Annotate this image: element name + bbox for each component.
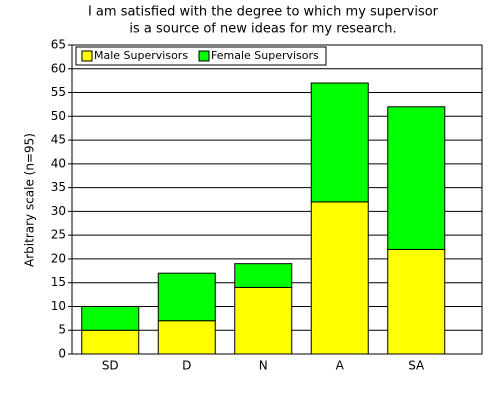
y-tick-label: 55 [51,85,66,99]
legend-label: Male Supervisors [94,49,188,62]
y-tick-label: 50 [51,109,66,123]
x-tick-label: A [336,359,345,373]
y-tick-label: 20 [51,251,66,265]
bar-segment [234,263,293,288]
y-tick-label: 0 [58,347,66,361]
y-tick-label: 25 [51,228,66,242]
legend-label: Female Supervisors [211,49,319,62]
bar-segment [157,320,216,355]
bar-segment [234,286,293,355]
y-tick-label: 15 [51,275,66,289]
y-tick-label: 30 [51,204,66,218]
y-tick-label: 10 [51,299,66,313]
bar-segment [81,305,140,331]
bar-segment [310,201,369,355]
y-axis-label: Arbitrary scale (n=95) [23,133,37,267]
bar-segment [157,272,216,322]
x-tick-label: D [182,359,191,373]
y-tick-label: 65 [51,38,66,52]
bar-segment [310,82,369,203]
bar-segment [81,329,140,355]
plot-frame [71,44,483,355]
legend-swatch [198,50,210,62]
y-tick-label: 5 [58,323,66,337]
chart-title: is a source of new ideas for my research… [129,22,396,37]
y-tick-label: 60 [51,61,66,75]
x-tick-label: N [259,359,268,373]
legend-swatch [81,50,93,62]
y-tick-label: 45 [51,133,66,147]
y-tick-label: 40 [51,156,66,170]
y-tick-label: 35 [51,180,66,194]
x-tick-label: SD [102,359,119,373]
chart-title: I am satisfied with the degree to which … [88,5,439,20]
bar-segment [387,248,446,355]
x-tick-label: SA [408,359,425,373]
bar-segment [387,106,446,250]
